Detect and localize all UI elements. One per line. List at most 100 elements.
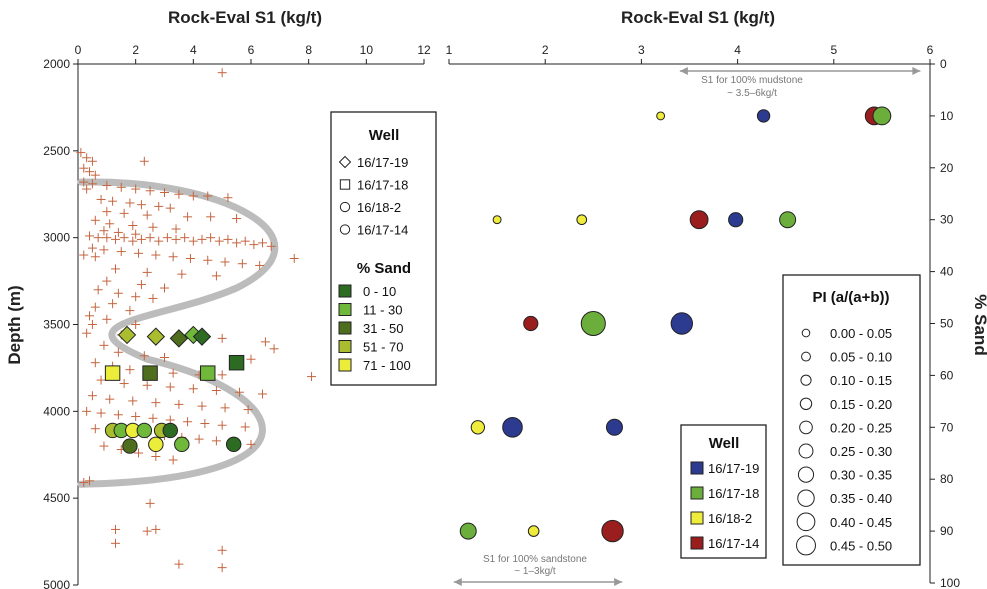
cross-point [232,214,242,224]
cross-point [246,354,256,364]
cross-point [90,358,100,368]
cross-point [90,170,100,180]
legend-sand-label: 0 - 10 [363,284,396,299]
cross-point [102,181,112,191]
cross-point [142,380,152,390]
cross-point [105,219,115,229]
cross-point [269,344,279,354]
cross-point [148,222,158,232]
left-legend-well-title: Well [369,127,400,144]
cross-point [128,236,138,246]
left-x-tick-label: 12 [417,43,431,57]
cross-point [151,524,161,534]
cross-point [206,212,216,222]
cross-point [119,379,129,389]
cross-point [243,405,253,415]
pi-point [601,519,624,543]
cross-point [188,236,198,246]
cross-point [174,189,184,199]
cross-point [220,257,230,267]
right-x-tick-label: 4 [734,43,741,57]
pi-legend-symbol [801,328,811,338]
legend-well-label: 16/17-18 [357,178,408,193]
cross-point [90,252,100,262]
cross-point [110,234,120,244]
cross-point [211,385,221,395]
pi-legend-symbol [797,489,815,507]
left-legend-sand: 0 - 10 11 - 30 31 - 50 51 - 70 71 - 100 [338,284,411,373]
cross-point [131,229,141,239]
cross-point [113,410,123,420]
cross-point [177,269,187,279]
cross-point [188,384,198,394]
right-x-tick-label: 6 [927,43,934,57]
cross-point [217,333,227,343]
cross-point [168,455,178,465]
cross-point [96,408,106,418]
cross-point [82,328,92,338]
cross-point [128,221,138,231]
left-y-tick-label: 2000 [43,57,70,71]
pi-point [502,417,523,438]
right-chart: Rock-Eval S1 (kg/t) % Sand 1 2 3 4 5 60 10 20 30… [446,8,987,589]
pi-point [527,525,540,537]
cross-point [90,215,100,225]
cross-point [82,153,92,163]
pi-legend-symbol [800,374,812,386]
cross-point [237,259,247,269]
cross-point [145,186,155,196]
cross-point [234,387,244,397]
right-legend-well-label: 16/17-19 [708,461,759,476]
right-legend-well-swatch [690,511,704,525]
cross-point [258,238,268,248]
sandstone-note-line1: S1 for 100% sandstone [483,554,587,565]
cross-point [211,436,221,446]
legend-sand-swatch [338,284,352,298]
cross-point [255,260,265,270]
cross-point [99,340,109,350]
cross-point [82,184,92,194]
left-y-tick-label: 3000 [43,231,70,245]
cross-point [136,234,146,244]
mudstone-range-arrow [679,67,921,75]
right-well-legend: Well 16/17-19 16/17-18 16/18-2 16/17-14 [680,424,767,559]
cross-point [102,276,112,286]
right-y-tick-label: 80 [940,472,954,486]
cross-point [171,234,181,244]
legend-well-symbol [339,179,351,190]
well-marker [174,436,190,453]
cross-point [87,391,97,401]
cross-point [183,417,193,427]
cross-point [99,245,109,255]
cross-point [180,233,190,243]
right-legend-well-swatch [690,536,704,550]
right-x-tick-label: 2 [542,43,549,57]
cross-point [232,238,242,248]
cross-point [162,233,172,243]
cross-point [87,179,97,189]
cross-point [151,398,161,408]
right-annotations: S1 for 100% mudstone ~ 3.5–6kg/t S1 for … [453,67,921,586]
cross-point [131,320,141,329]
cross-point [93,233,103,243]
left-cross-points [76,68,317,573]
pi-legend-label: 0.00 - 0.05 [830,326,892,341]
left-y-tick-label: 4000 [43,404,70,418]
right-x-tick-label: 3 [638,43,645,57]
well-marker [146,327,166,346]
left-chart-title: Rock-Eval S1 (kg/t) [168,8,322,27]
left-y-tick-label: 5000 [43,578,70,589]
pi-legend-label: 0.15 - 0.20 [830,397,892,412]
cross-point [102,233,112,243]
right-y-tick-label: 30 [940,213,954,227]
right-x-tick-label: 1 [446,43,453,57]
cross-point [220,403,230,413]
cross-point [240,422,250,432]
legend-well-symbol [338,155,352,169]
well-marker [136,422,153,439]
pi-point [756,109,771,123]
cross-point [87,243,97,253]
cross-point [217,370,227,380]
cross-point [93,285,103,295]
